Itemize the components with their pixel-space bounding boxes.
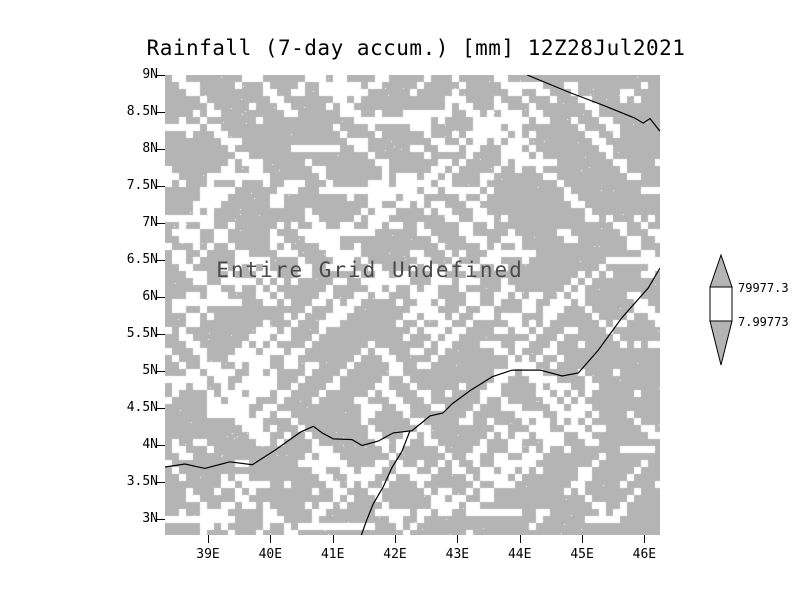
y-tick-mark	[157, 75, 165, 76]
x-tick-mark	[582, 535, 584, 543]
x-tick-label: 39E	[196, 547, 220, 562]
x-tick-label: 43E	[445, 547, 470, 562]
x-tick-label: 44E	[507, 547, 532, 562]
y-tick-mark	[157, 444, 165, 446]
x-tick-label: 41E	[320, 547, 345, 562]
y-tick-mark	[157, 148, 165, 150]
y-tick-mark	[157, 407, 165, 409]
coastline-path	[526, 75, 660, 132]
y-tick-mark	[157, 259, 165, 261]
y-tick-mark	[157, 222, 165, 224]
y-tick-mark	[157, 370, 165, 372]
y-tick-mark	[157, 185, 165, 187]
y-tick-label: 8N	[142, 140, 158, 156]
coastline-path	[360, 430, 411, 535]
y-tick-label: 7N	[142, 214, 158, 230]
y-tick-label: 6N	[142, 288, 158, 304]
y-tick-label: 9N	[142, 67, 158, 82]
colorbar-lower-arrow	[709, 320, 733, 366]
colorbar-max-label: 79977.3	[738, 281, 789, 295]
y-tick-mark	[157, 111, 165, 113]
coastline-path	[165, 267, 660, 470]
y-tick-label: 3N	[142, 510, 158, 526]
x-tick-label: 46E	[632, 547, 657, 562]
y-tick-label: 4.5N	[126, 399, 158, 415]
x-tick-mark	[519, 535, 521, 543]
y-tick-label: 6.5N	[126, 251, 158, 267]
map-plot: Entire Grid Undefined	[165, 75, 660, 535]
x-tick-mark	[644, 535, 646, 543]
y-tick-label: 7.5N	[126, 177, 158, 193]
y-tick-label: 8.5N	[126, 103, 158, 119]
colorbar-min-label: 7.99773	[738, 315, 789, 329]
undefined-grid-texture	[165, 75, 660, 535]
x-tick-mark	[457, 535, 459, 543]
chart-title: Rainfall (7-day accum.) [mm] 12Z28Jul202…	[146, 36, 686, 60]
x-tick-label: 40E	[258, 547, 283, 562]
x-tick-mark	[395, 535, 397, 543]
y-tick-mark	[157, 333, 165, 335]
y-tick-mark	[157, 518, 165, 520]
colorbar-upper-arrow	[709, 254, 733, 288]
x-tick-mark	[208, 535, 210, 543]
x-tick-label: 45E	[570, 547, 594, 562]
coastlines	[165, 75, 660, 535]
undefined-grid-annotation: Entire Grid Undefined	[216, 258, 524, 282]
x-tick-mark	[270, 535, 272, 543]
y-tick-mark	[157, 481, 165, 483]
y-tick-mark	[157, 296, 165, 298]
y-tick-label: 5N	[142, 362, 158, 378]
x-tick-label: 42E	[383, 547, 407, 562]
y-tick-label: 4N	[142, 436, 158, 452]
colorbar: 79977.3 7.99773	[709, 254, 789, 366]
colorbar-mid-segment	[709, 286, 733, 322]
y-tick-label: 5.5N	[126, 325, 158, 341]
x-tick-mark	[332, 535, 334, 543]
y-tick-label: 3.5N	[126, 473, 158, 489]
